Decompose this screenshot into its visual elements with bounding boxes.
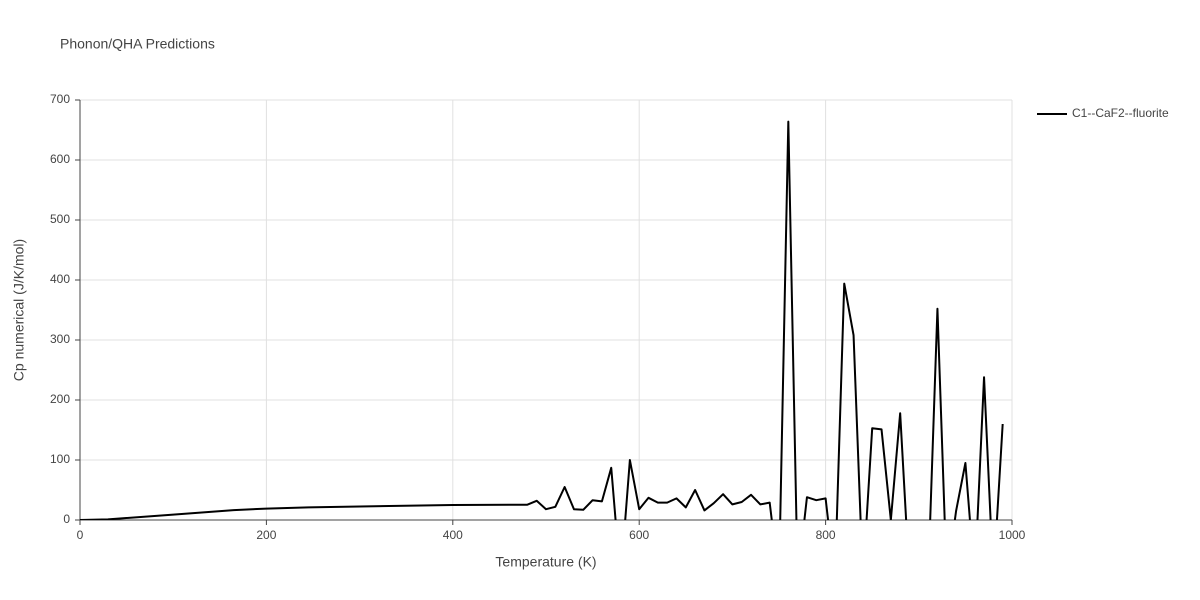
x-axis-label: Temperature (K) — [495, 554, 596, 570]
y-tick-label: 400 — [50, 272, 70, 286]
y-axis-label: Cp numerical (J/K/mol) — [11, 239, 27, 381]
y-tick-label: 100 — [50, 452, 70, 466]
line-series — [80, 120, 1004, 520]
x-tick-label: 0 — [77, 528, 84, 542]
chart-title: Phonon/QHA Predictions — [60, 36, 215, 52]
y-tick-label: 500 — [50, 212, 70, 226]
x-tick-label: 600 — [629, 528, 649, 542]
y-tick-label: 300 — [50, 332, 70, 346]
plot-area — [80, 120, 1004, 520]
x-tick-label: 1000 — [999, 528, 1026, 542]
y-tick-label: 200 — [50, 392, 70, 406]
x-tick-label: 800 — [816, 528, 836, 542]
legend-label: C1--CaF2--fluorite — [1072, 106, 1169, 120]
x-tick-label: 200 — [256, 528, 276, 542]
x-tick-label: 400 — [443, 528, 463, 542]
y-tick-label: 600 — [50, 152, 70, 166]
y-tick-label: 0 — [63, 512, 70, 526]
y-tick-label: 700 — [50, 92, 70, 106]
